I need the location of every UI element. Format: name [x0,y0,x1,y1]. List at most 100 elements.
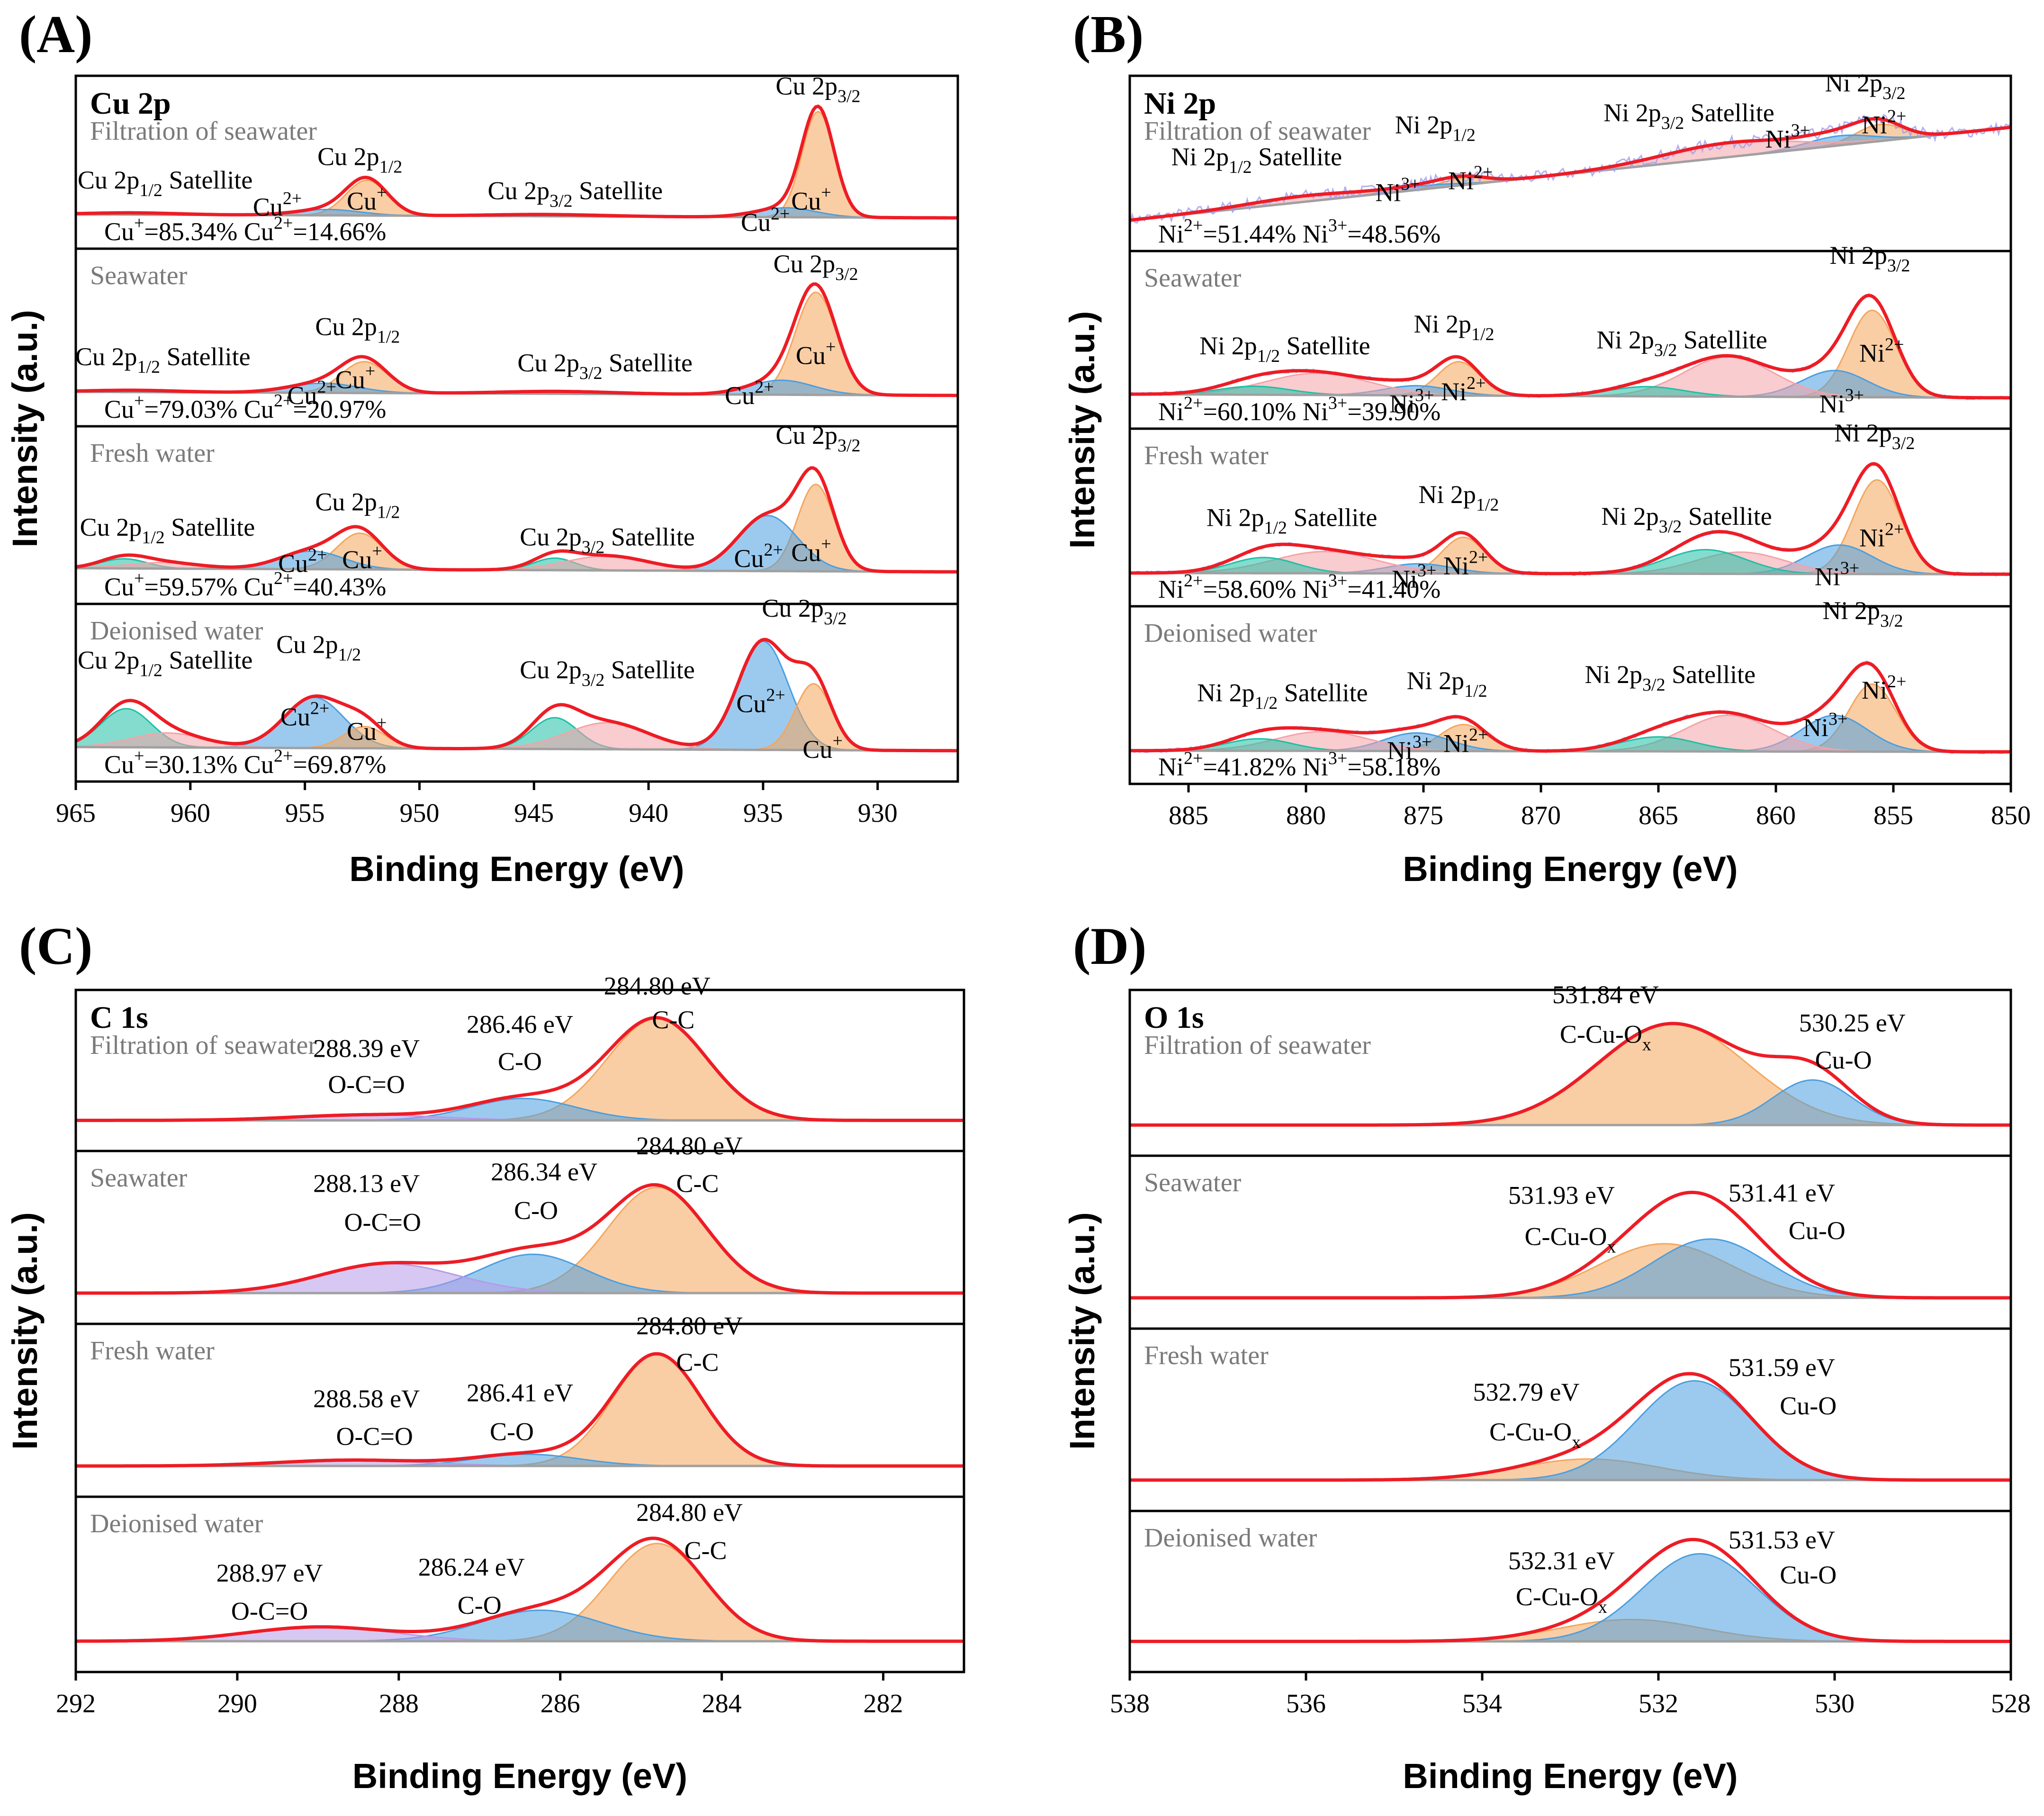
fit-envelope [1130,661,2011,754]
x-tick-label: 855 [1873,801,1913,830]
spectrum-row: Deionised water 532.31 eV C-Cu-Ox 531.53 eV… [1128,1510,2012,1673]
peak-label: C-Cu-Ox [1560,1020,1651,1055]
peak-label: C-O [514,1196,558,1225]
peak-label-text: Cu 2p [774,250,836,278]
peak-label-sup: 2+ [1885,520,1904,539]
peak-label-text: Cu 2p [775,421,837,450]
peak-label-text: Cu [791,538,821,566]
peak-label: Cu 2p1/2 Satellite [78,646,253,681]
peak-label: 284.80 eV [636,1132,743,1160]
peak-label-sub: 1/2 [1264,518,1287,538]
peak-label-text: 284.80 eV [636,1312,743,1340]
ratio-charge: 3+ [1328,571,1347,591]
ratio-value: =85.34% [144,217,237,246]
peak-label-after: Satellite [1682,502,1772,530]
peak-label: 532.31 eV [1508,1546,1615,1575]
peak-label-sub: 3/2 [582,670,605,690]
ratio-value: =41.40% [1347,575,1441,603]
x-tick-label: 292 [56,1689,96,1718]
peak-label-sub: 3/2 [837,436,861,456]
peak-label-text: Ni 2p [1414,310,1471,338]
peak-label-sub: 3/2 [837,86,861,106]
peak-label-text: Ni [1392,565,1417,593]
peak-label-sup: 2+ [283,189,302,208]
peak-label: 531.59 eV [1729,1353,1835,1382]
peak-label: Cu 2p1/2 Satellite [75,342,251,377]
peak-label-text: Cu 2p [762,594,824,622]
peak-label: Ni3+ [1803,709,1847,742]
peak-label-sub: 3/2 [1642,675,1666,695]
y-axis-title: Intensity (a.u.) [5,310,45,548]
x-axis-title: Binding Energy (eV) [1403,849,1738,889]
peak-label-sup: 3+ [1840,558,1859,578]
peak-label-text: Ni [1803,713,1828,742]
peak-label-text: Cu-O [1780,1561,1837,1589]
peak-label-sup: 2+ [1467,373,1486,393]
peak-label-text: 284.80 eV [636,1132,743,1160]
peak-label-sup: 2+ [317,377,336,397]
peak-label: Cu 2p1/2 [317,142,402,177]
peak-label: O-C=O [328,1070,405,1099]
peak-label-after: Satellite [1287,503,1377,531]
peak-label-after: Satellite [162,646,252,674]
peak-label: Ni 2p3/2 Satellite [1596,325,1767,360]
ratio-charge: 2+ [274,391,293,411]
spectrum-row: Seawater 531.93 eV C-Cu-Ox 531.41 eV Cu-O [1128,1154,2012,1330]
y-axis-title: Intensity (a.u.) [5,1212,45,1450]
peak-label-text: 531.41 eV [1729,1179,1835,1207]
peak-label-sub: 3/2 [824,609,847,629]
background-line [76,567,958,573]
peak-label: Cu+ [335,361,375,394]
peak-label-text: C-Cu-O [1489,1418,1572,1446]
spectrum-row: Fresh water 532.79 eV C-Cu-Ox 531.59 eV Cu-O [1128,1327,2012,1512]
peak-label-text: C-C [652,1006,694,1034]
peak-label-after: Satellite [1280,332,1370,360]
peak-label-text: Cu 2p [520,522,582,551]
x-tick-label: 930 [858,799,898,828]
peak-label-sup: 2+ [1469,547,1488,567]
peak-label-text: Cu [278,549,308,577]
peak-label: Cu2+ [280,698,329,731]
peak-label-text: 288.13 eV [313,1169,420,1198]
fit-envelope [1130,294,2011,400]
x-tick-label: 534 [1462,1689,1502,1718]
peak-component-orange [1130,1243,2011,1299]
ratio-value: =41.82% [1203,753,1296,781]
peak-label-sub: x [1642,1035,1651,1055]
peak-label: Ni 2p1/2 Satellite [1199,332,1370,366]
ratio-charge: + [134,213,144,233]
fit-envelope [1130,1537,2011,1643]
spectrum-row: Seawater 288.13 eV O-C=O 286.34 eV C-O 284.80… [74,1132,965,1325]
peak-label-sup: + [377,713,387,733]
peak-label-text: C-C [676,1169,719,1198]
peak-label: Ni3+ [1375,174,1420,207]
peak-label: Cu 2p3/2 [774,250,858,284]
peak-label-text: Cu [347,717,377,746]
peak-label-text: 288.39 eV [313,1034,420,1062]
peak-label: Cu 2p3/2 Satellite [520,656,695,690]
peak-label: Cu+ [347,713,387,746]
peak-label: Cu2+ [741,204,790,236]
ratio-value: =58.18% [1347,753,1441,781]
x-tick-label: 885 [1169,801,1208,830]
condition-label: Deionised water [1144,619,1317,648]
peak-label: Cu2+ [736,685,785,718]
peak-label-sub: 3/2 [582,537,605,557]
condition-label: Filtration of seawater [90,1031,317,1060]
peak-label: Cu 2p1/2 Satellite [80,513,255,548]
peak-label-sup: + [826,337,836,357]
ratio-species: Ni [1303,575,1328,603]
peak-label-text: Cu 2p [80,513,142,541]
peak-label: Cu 2p1/2 [276,630,361,665]
condition-label: Fresh water [90,439,215,468]
panel-letter: (B) [1073,5,1144,64]
ratio-charge: + [134,746,144,766]
peak-label-sup: 2+ [755,377,774,397]
ratio-text: Cu+=30.13% Cu2+=69.87% [104,746,386,779]
